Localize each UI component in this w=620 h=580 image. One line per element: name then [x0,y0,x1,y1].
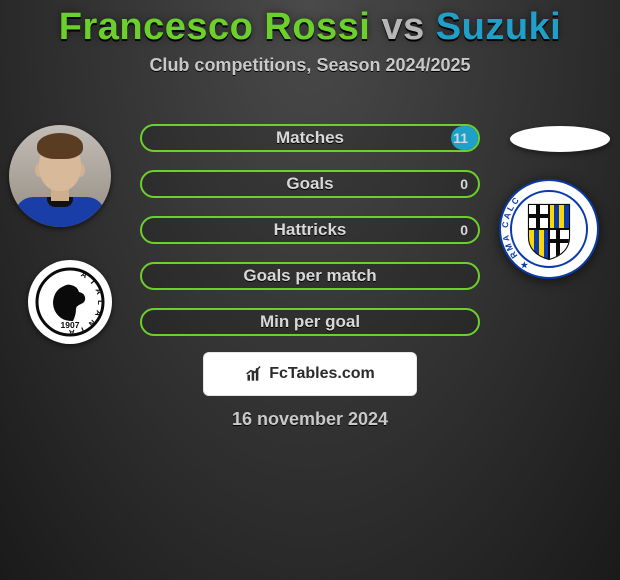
player1-photo [9,125,111,227]
brand-text: FcTables.com [269,365,375,383]
stat-label: Goals [142,172,478,196]
stat-p2-value: 0 [460,218,468,242]
stat-label: Goals per match [142,264,478,288]
title-player1: Francesco Rossi [59,6,371,48]
stat-row-hattricks: Hattricks 0 [140,216,480,244]
stat-label: Hattricks [142,218,478,242]
title-vs: vs [381,6,424,48]
stat-label: Matches [142,126,478,150]
club-badge-atalanta-icon: A T A L A N T A 1907 [28,260,112,344]
date-text: 16 november 2024 [0,409,620,430]
stat-label: Min per goal [142,310,478,334]
club-year: 1907 [61,320,80,330]
player2-photo-placeholder [510,126,610,152]
stat-row-goals-per-match: Goals per match [140,262,480,290]
subtitle: Club competitions, Season 2024/2025 [0,55,620,76]
club-badge-parma-icon: ★ RMA CALC [499,179,599,279]
stat-row-matches: Matches 11 [140,124,480,152]
stat-row-goals: Goals 0 [140,170,480,198]
brand-badge: FcTables.com [203,352,417,396]
stats-box: Matches 11 Goals 0 Hattricks 0 Goals per… [140,124,480,354]
stat-p2-value: 0 [460,172,468,196]
stat-row-min-per-goal: Min per goal [140,308,480,336]
bar-chart-icon [245,364,265,384]
title-player2: Suzuki [436,6,561,48]
page-title: Francesco Rossi vs Suzuki [0,0,620,49]
stat-p2-value: 11 [453,126,468,150]
